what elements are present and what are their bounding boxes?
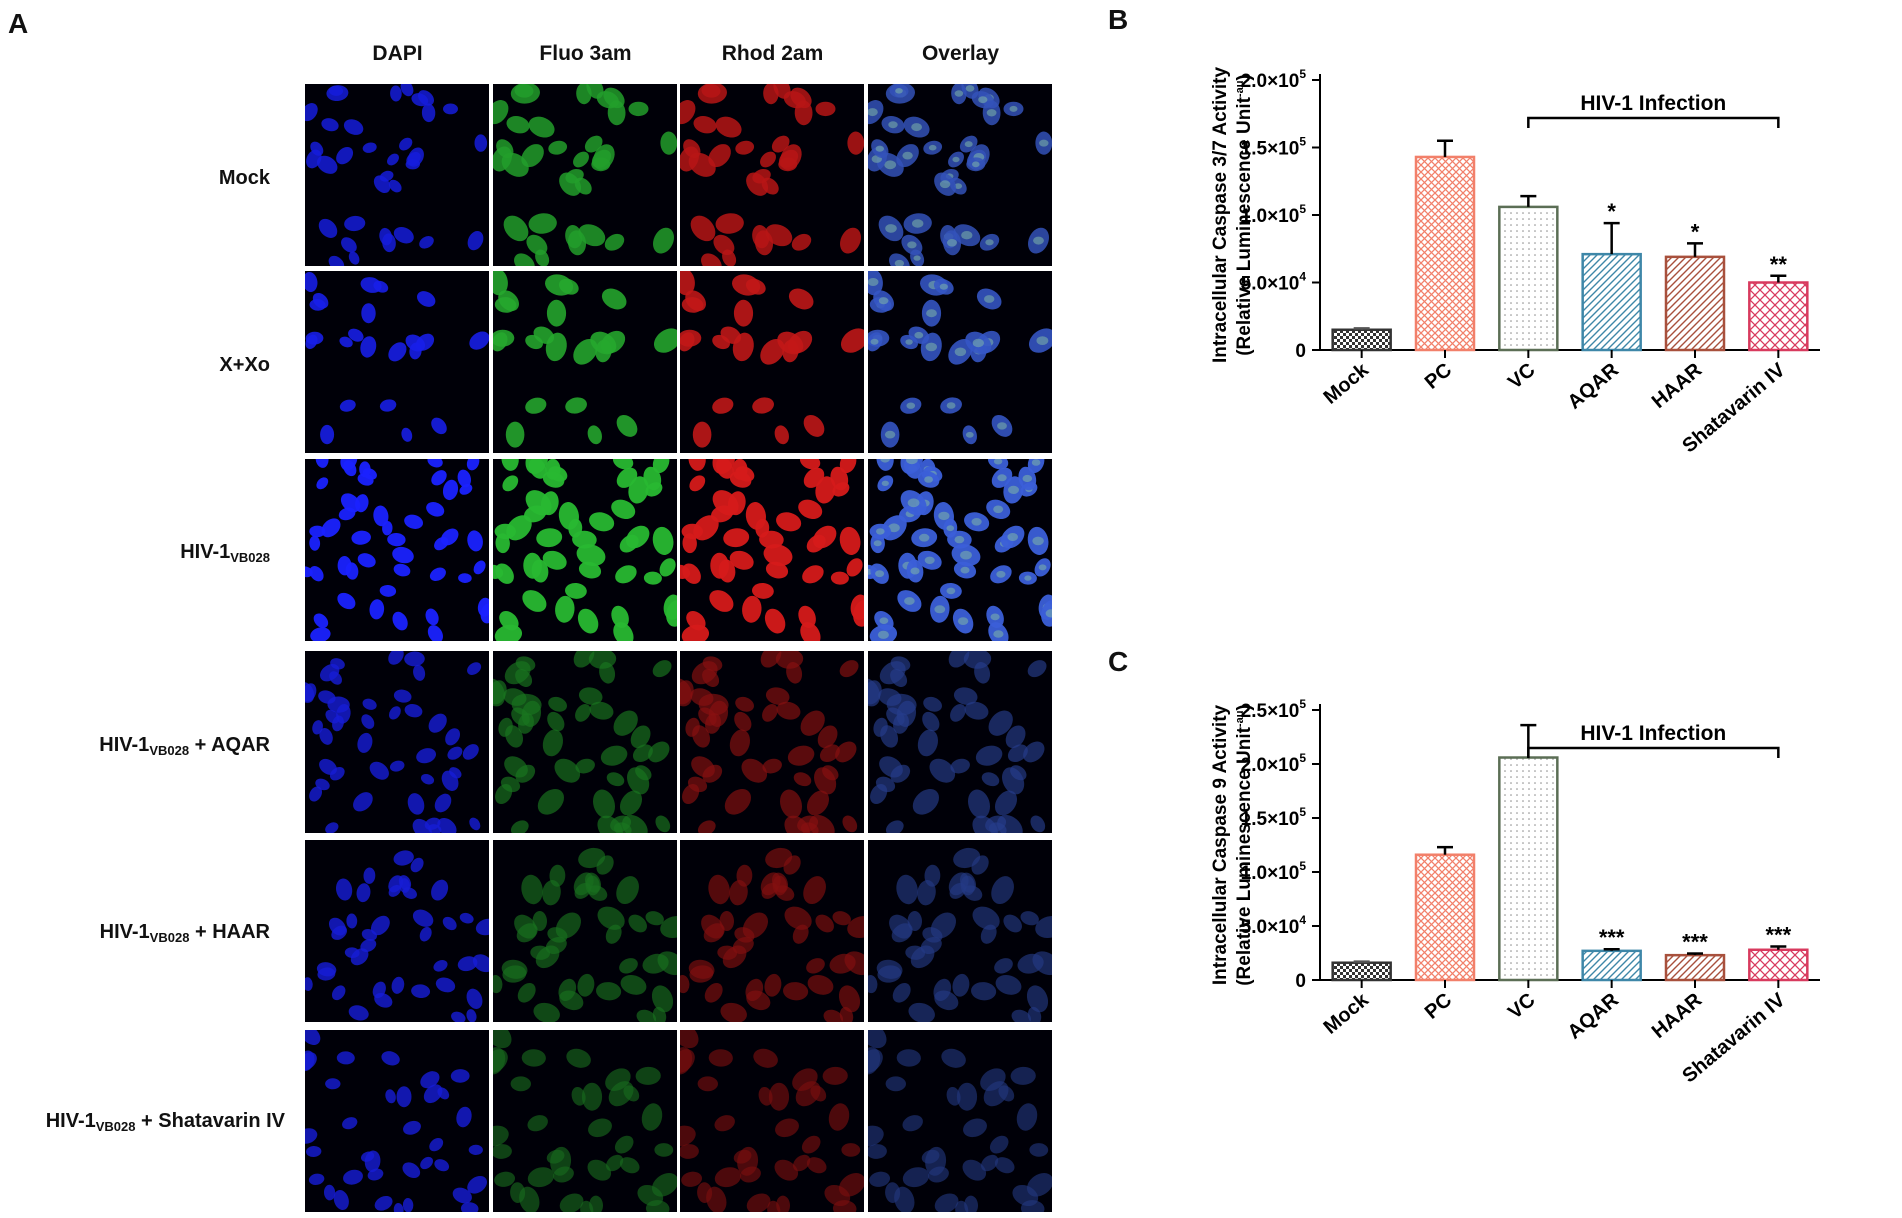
- x-tick-label: HAAR: [1648, 989, 1707, 1043]
- y-tick-label: 2.5×105: [1241, 697, 1307, 722]
- column-label-rhod2am: Rhod 2am: [721, 42, 824, 65]
- micrograph-overlay: [868, 651, 1052, 833]
- micrograph-fluo-3am: [493, 1030, 677, 1212]
- bar: [1748, 948, 1809, 982]
- micrograph-dapi: [305, 840, 489, 1022]
- significance-marker: ***: [1765, 923, 1791, 948]
- panel-a-letter: A: [8, 8, 29, 39]
- y-tick-label: 1.0×105: [1241, 202, 1307, 227]
- x-tick-label: PC: [1421, 989, 1456, 1024]
- x-tick-label: Mock: [1320, 988, 1374, 1038]
- x-tick-label: Mock: [1320, 358, 1374, 408]
- micrograph-overlay: [868, 271, 1052, 453]
- infection-bracket: [1527, 116, 1780, 128]
- micrograph-dapi: [305, 459, 489, 641]
- y-axis-label: Intracellular Caspase 9 Activity: [1210, 704, 1231, 985]
- bar: [1498, 205, 1559, 352]
- x-tick-label: AQAR: [1564, 989, 1624, 1044]
- bar: [1498, 756, 1559, 982]
- micrograph-dapi: [305, 271, 489, 453]
- significance-marker: ***: [1682, 930, 1708, 955]
- column-label-dapi: DAPI: [372, 42, 423, 65]
- column-label-fluo3am: Fluo 3am: [539, 42, 632, 65]
- micrograph-dapi: [305, 651, 489, 833]
- y-tick-label: 1.5×105: [1241, 135, 1307, 160]
- bar: [1414, 155, 1476, 352]
- column-label-overlay: Overlay: [921, 42, 1000, 65]
- significance-marker: *: [1691, 219, 1700, 244]
- x-tick-label: HAAR: [1648, 359, 1707, 413]
- row-label-subscript: VB028: [95, 1119, 136, 1134]
- micrograph-fluo-3am: [493, 84, 677, 266]
- micrograph-fluo-3am: [493, 271, 677, 453]
- y-tick-label: 2.0×105: [1241, 751, 1307, 776]
- y-tick-label: 0: [1295, 971, 1306, 992]
- row-label-subscript: VB028: [149, 743, 190, 758]
- row-label-subscript: VB028: [230, 550, 270, 565]
- row-label-text: X+Xo: [219, 354, 270, 376]
- micrograph-dapi: [305, 84, 489, 266]
- row-label-hiv: HIV-1VB028: [0, 541, 270, 565]
- row-label-hiv-shatavarin: HIV-1VB028 + Shatavarin IV: [0, 1110, 285, 1134]
- bracket-label: HIV-1 Infection: [1580, 722, 1726, 745]
- y-tick-label: 1.0×105: [1241, 859, 1307, 884]
- row-label-suffix: + AQAR: [189, 734, 270, 756]
- row-label-text: Mock: [218, 167, 270, 189]
- micrograph-rhod-2am: [680, 1030, 864, 1212]
- caspase-9-bar-chart: Intracellular Caspase 9 Activity (Relativ…: [1210, 697, 1820, 1087]
- significance-marker: **: [1770, 252, 1788, 277]
- micrograph-rhod-2am: [680, 840, 864, 1022]
- row-label-hiv-aqar: HIV-1VB028 + AQAR: [0, 734, 270, 758]
- bar: [1331, 961, 1392, 982]
- micrograph-dapi: [305, 1030, 489, 1212]
- x-tick-label: AQAR: [1564, 359, 1624, 414]
- y-axis-label: Intracellular Caspase 3/7 Activity: [1210, 67, 1231, 363]
- row-label-subscript: VB028: [149, 930, 190, 945]
- y-axis-label-units: (Relative Luminescence Unit-au): [1234, 74, 1255, 356]
- bar: [1581, 949, 1642, 982]
- caspase-3-7-bar-chart: Intracellular Caspase 3/7 Activity (Relat…: [1210, 67, 1820, 457]
- significance-marker: *: [1607, 199, 1616, 224]
- row-label-x-xo: X+Xo: [0, 354, 270, 377]
- row-label-text: HIV-1: [180, 541, 231, 563]
- micrograph-rhod-2am: [680, 651, 864, 833]
- row-label-mock: Mock: [0, 167, 270, 190]
- panel-b-letter: B: [1108, 4, 1129, 35]
- micrograph-fluo-3am: [493, 459, 677, 641]
- y-tick-label: 2.0×105: [1241, 67, 1307, 92]
- panel-c-letter: C: [1108, 646, 1129, 677]
- significance-marker: ***: [1599, 925, 1625, 950]
- micrograph-rhod-2am: [680, 84, 864, 266]
- x-tick-label: PC: [1421, 359, 1456, 394]
- bar: [1414, 853, 1476, 982]
- row-label-text: HIV-1: [99, 921, 150, 943]
- x-tick-label: VC: [1504, 359, 1539, 394]
- micrograph-rhod-2am: [680, 459, 864, 641]
- micrograph-rhod-2am: [680, 271, 864, 453]
- micrograph-fluo-3am: [493, 840, 677, 1022]
- micrograph-overlay: [868, 840, 1052, 1022]
- micrograph-overlay: [868, 1030, 1052, 1212]
- y-tick-label: 1.5×105: [1241, 805, 1307, 830]
- y-tick-label: 5.0×104: [1241, 270, 1307, 295]
- infection-bracket: [1527, 746, 1780, 758]
- row-label-suffix: + Shatavarin IV: [135, 1110, 285, 1132]
- y-tick-label: 0: [1295, 341, 1306, 362]
- micrograph-overlay: [868, 84, 1052, 266]
- bar: [1748, 281, 1809, 352]
- y-axis-label-units: (Relative Luminescence Unit-au): [1234, 704, 1255, 986]
- row-label-text: HIV-1: [99, 734, 150, 756]
- row-label-text: HIV-1: [45, 1110, 96, 1132]
- row-label-suffix: + HAAR: [189, 921, 270, 943]
- bar: [1581, 252, 1642, 352]
- micrograph-fluo-3am: [493, 651, 677, 833]
- bar: [1664, 953, 1726, 982]
- x-tick-label: VC: [1504, 989, 1539, 1024]
- row-label-hiv-haar: HIV-1VB028 + HAAR: [0, 921, 270, 945]
- bar: [1331, 328, 1392, 352]
- bracket-label: HIV-1 Infection: [1580, 92, 1726, 115]
- bar: [1664, 255, 1726, 352]
- y-tick-label: 5.0×104: [1241, 913, 1307, 938]
- micrograph-overlay: [868, 459, 1052, 641]
